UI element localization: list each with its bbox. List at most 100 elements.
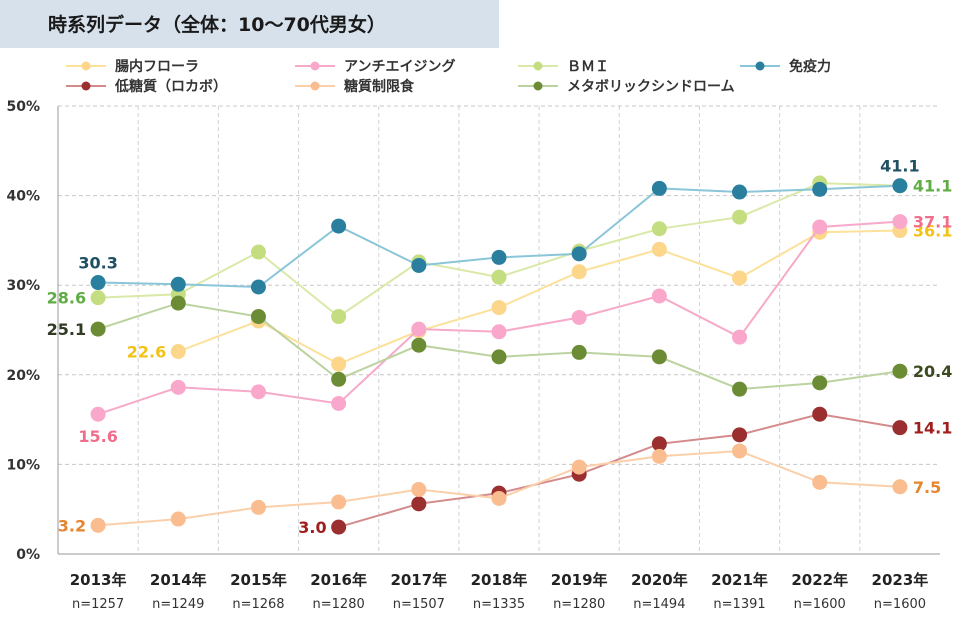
data-label: 7.5 bbox=[913, 478, 941, 497]
legend-item: 低糖質（ロカボ） bbox=[66, 78, 227, 95]
data-label: 15.6 bbox=[78, 427, 117, 446]
data-point bbox=[170, 511, 186, 527]
data-point bbox=[331, 356, 347, 372]
title-banner: 時系列データ（全体：10〜70代男女） bbox=[0, 0, 499, 48]
data-point bbox=[812, 474, 828, 490]
data-point bbox=[892, 420, 908, 436]
data-point bbox=[250, 384, 266, 400]
y-tick-label: 10% bbox=[6, 457, 40, 473]
x-tick-label: 2016年 bbox=[310, 571, 367, 589]
series-group bbox=[90, 443, 908, 533]
data-point bbox=[571, 344, 587, 360]
data-point bbox=[732, 270, 748, 286]
legend-marker bbox=[310, 81, 320, 91]
data-point bbox=[90, 517, 106, 533]
x-tick-label: 2023年 bbox=[872, 571, 929, 589]
data-point bbox=[732, 329, 748, 345]
legend-label: 免疫力 bbox=[789, 58, 831, 75]
series-group bbox=[90, 214, 908, 422]
data-point bbox=[170, 295, 186, 311]
data-point bbox=[571, 459, 587, 475]
data-label: 14.1 bbox=[913, 419, 952, 438]
series-line bbox=[338, 413, 901, 529]
data-point bbox=[411, 496, 427, 512]
data-point bbox=[651, 180, 667, 196]
legend-label: 低糖質（ロカボ） bbox=[114, 78, 227, 95]
x-tick-label: 2019年 bbox=[551, 571, 608, 589]
data-point bbox=[331, 309, 347, 325]
data-point bbox=[732, 381, 748, 397]
sample-size-label: n=1494 bbox=[633, 597, 685, 612]
series-group bbox=[90, 295, 908, 397]
legend-marker bbox=[310, 61, 320, 71]
data-point bbox=[90, 275, 106, 291]
data-point bbox=[331, 494, 347, 510]
legend-item: アンチエイジング bbox=[295, 58, 455, 75]
data-point bbox=[812, 375, 828, 391]
sample-size-label: n=1249 bbox=[152, 597, 204, 612]
x-tick-label: 2013年 bbox=[70, 571, 127, 589]
legend-item: メタボリックシンドローム bbox=[518, 79, 735, 95]
data-point bbox=[170, 379, 186, 395]
data-label: 28.6 bbox=[47, 289, 86, 308]
sample-size-label: n=1280 bbox=[313, 597, 365, 612]
data-point bbox=[892, 363, 908, 379]
data-point bbox=[331, 395, 347, 411]
data-point bbox=[491, 300, 507, 316]
data-point bbox=[812, 181, 828, 197]
data-point bbox=[732, 427, 748, 443]
legend-marker bbox=[81, 81, 91, 91]
sample-size-label: n=1391 bbox=[713, 597, 765, 612]
data-point bbox=[651, 241, 667, 257]
data-label: 41.1 bbox=[880, 157, 919, 176]
legend-label: 糖質制限食 bbox=[344, 78, 415, 95]
sample-size-label: n=1335 bbox=[473, 597, 525, 612]
legend-label: アンチエイジング bbox=[344, 58, 455, 75]
legend-item: 糖質制限食 bbox=[295, 78, 415, 95]
data-point bbox=[491, 249, 507, 265]
legend-item: 免疫力 bbox=[740, 58, 831, 75]
data-label: 22.6 bbox=[127, 343, 166, 362]
legend-item: ＢＭＩ bbox=[518, 59, 609, 75]
data-point bbox=[411, 337, 427, 353]
data-point bbox=[90, 290, 106, 306]
data-point bbox=[892, 214, 908, 230]
legend-label: ＢＭＩ bbox=[567, 59, 609, 75]
data-point bbox=[651, 448, 667, 464]
sample-size-label: n=1600 bbox=[874, 597, 926, 612]
sample-size-label: n=1280 bbox=[553, 597, 605, 612]
legend-label: メタボリックシンドローム bbox=[567, 79, 735, 95]
y-tick-label: 30% bbox=[6, 278, 40, 294]
series-group bbox=[90, 178, 908, 295]
x-tick-label: 2020年 bbox=[631, 571, 688, 589]
data-point bbox=[90, 321, 106, 337]
x-tick-label: 2014年 bbox=[150, 571, 207, 589]
data-label: 25.1 bbox=[47, 320, 86, 339]
data-point bbox=[732, 443, 748, 459]
data-point bbox=[90, 406, 106, 422]
data-point bbox=[892, 178, 908, 194]
data-point bbox=[651, 221, 667, 237]
data-point bbox=[491, 324, 507, 340]
data-point bbox=[651, 349, 667, 365]
data-point bbox=[250, 499, 266, 515]
chart-title: 時系列データ（全体：10〜70代男女） bbox=[48, 14, 386, 36]
y-tick-label: 50% bbox=[6, 99, 40, 115]
series-line bbox=[177, 229, 900, 366]
legend-marker bbox=[533, 61, 543, 71]
data-point bbox=[732, 184, 748, 200]
data-point bbox=[571, 309, 587, 325]
data-point bbox=[250, 244, 266, 260]
y-tick-label: 0% bbox=[16, 547, 40, 563]
data-point bbox=[491, 490, 507, 506]
data-point bbox=[571, 264, 587, 280]
data-point bbox=[651, 436, 667, 452]
data-point bbox=[250, 309, 266, 325]
data-point bbox=[491, 349, 507, 365]
data-point bbox=[411, 257, 427, 273]
data-label: 37.1 bbox=[913, 213, 952, 232]
data-label: 41.1 bbox=[913, 177, 952, 196]
sample-size-label: n=1257 bbox=[72, 597, 124, 612]
legend-label: 腸内フローラ bbox=[115, 58, 199, 75]
